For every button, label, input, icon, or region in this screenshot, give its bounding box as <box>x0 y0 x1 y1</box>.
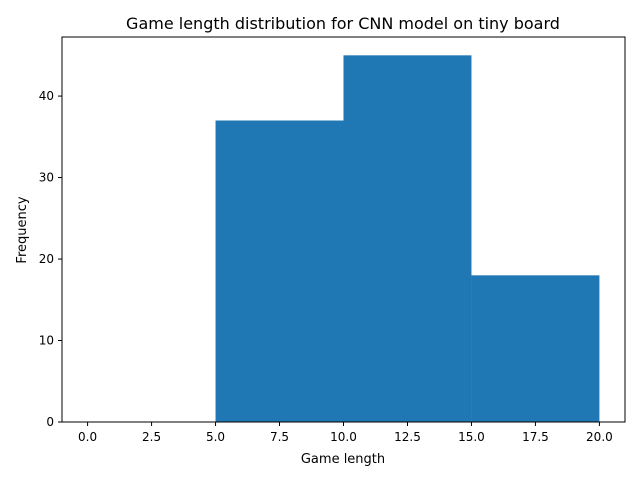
x-axis-ticks: 0.0 2.5 5.0 7.5 10.0 12.5 15.0 17.5 20.0 <box>78 422 613 444</box>
y-axis-ticks: 0 10 20 30 40 <box>39 89 62 429</box>
y-tick-label: 40 <box>39 89 54 103</box>
x-axis-label: Game length <box>301 452 385 467</box>
histogram-bar-3 <box>471 275 600 422</box>
x-tick-label: 15.0 <box>458 430 485 444</box>
x-tick-label: 17.5 <box>522 430 549 444</box>
histogram-bar-2 <box>343 55 472 422</box>
y-tick-label: 10 <box>39 334 54 348</box>
x-tick-label: 20.0 <box>586 430 613 444</box>
y-tick-label: 20 <box>39 252 54 266</box>
x-tick-label: 2.5 <box>142 430 161 444</box>
chart-title: Game length distribution for CNN model o… <box>126 14 560 33</box>
x-tick-label: 5.0 <box>206 430 225 444</box>
x-tick-label: 0.0 <box>78 430 97 444</box>
y-tick-label: 0 <box>46 415 54 429</box>
y-axis-label: Frequency <box>15 196 30 263</box>
bars-group <box>215 55 600 422</box>
histogram-bar-1 <box>215 120 344 422</box>
x-tick-label: 12.5 <box>394 430 421 444</box>
y-tick-label: 30 <box>39 171 54 185</box>
plot-area-frame <box>61 36 626 423</box>
x-tick-label: 7.5 <box>270 430 289 444</box>
x-tick-label: 10.0 <box>330 430 357 444</box>
